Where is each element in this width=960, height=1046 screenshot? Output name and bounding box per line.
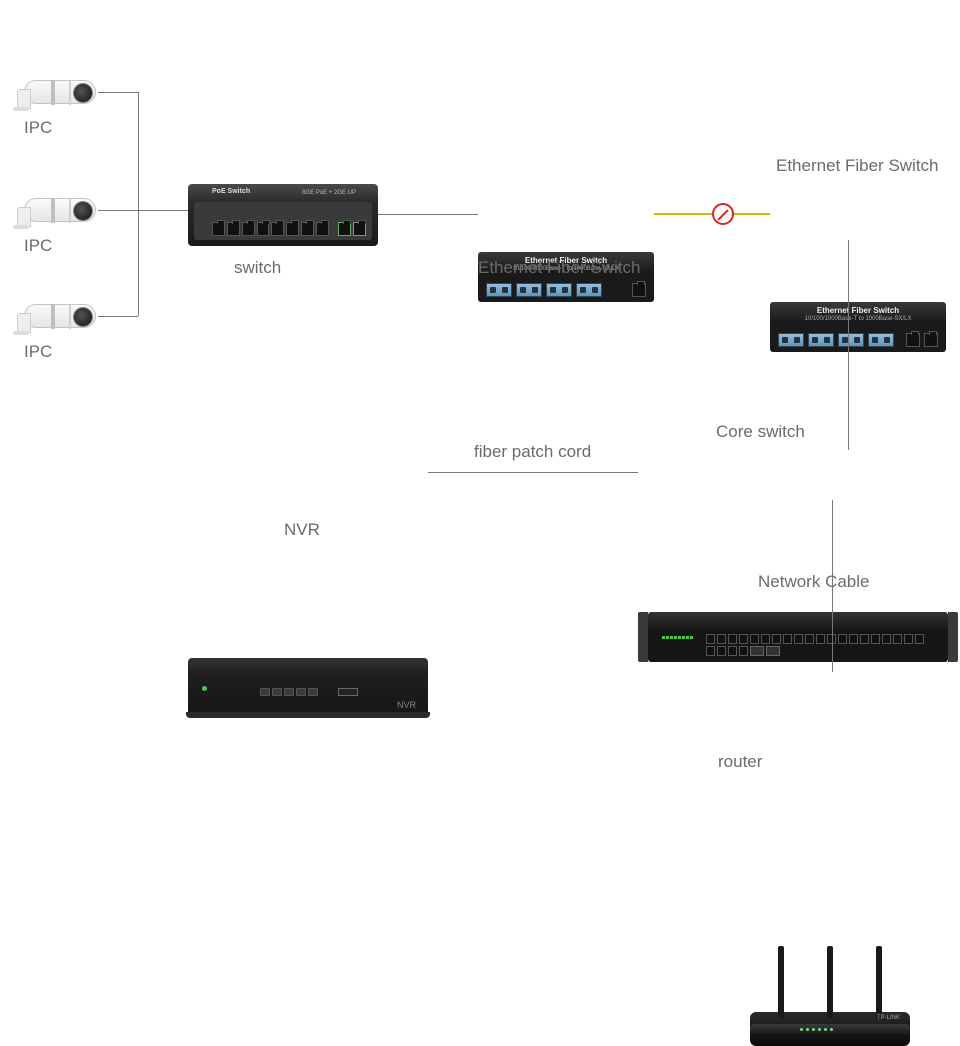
sfp-port-icon [808, 333, 834, 347]
fiber-switch-right-subtitle: 10/100/1000Base-T to 1000Base-SX/LX [770, 316, 946, 322]
ipc1-tap-line [98, 92, 138, 93]
rj45-port-icon [257, 222, 270, 236]
rj45-uplink-port-icon [353, 222, 366, 236]
rj45-port-icon [301, 222, 314, 236]
ipc3-tap-line [98, 316, 138, 317]
rj45-port-icon [706, 634, 715, 644]
rj45-port-icon [871, 634, 880, 644]
nvr-label: NVR [284, 520, 320, 540]
router-label: router [718, 752, 762, 772]
sfp-port-icon [576, 283, 602, 297]
rj45-port-icon [924, 333, 938, 347]
nvr: NVR [188, 658, 428, 714]
prohibited-icon [712, 203, 734, 225]
ip-camera-3 [24, 304, 96, 328]
rj45-port-icon [706, 646, 715, 656]
rj45-port-icon [271, 222, 284, 236]
nvr-badge: NVR [397, 700, 416, 710]
rj45-port-icon [783, 634, 792, 644]
antenna-icon [876, 946, 882, 1018]
rj45-port-icon [750, 634, 759, 644]
nvr-to-core-line [428, 472, 638, 473]
rj45-port-icon [794, 634, 803, 644]
core-to-router-label: Network Cable [758, 572, 870, 592]
fiber-switch-right-label: Ethernet Fiber Switch [776, 156, 939, 176]
antenna-icon [827, 946, 833, 1018]
rj45-port-icon [906, 333, 920, 347]
rj45-port-icon [286, 222, 299, 236]
sfp-port-icon [766, 646, 780, 656]
rj45-port-icon [772, 634, 781, 644]
ip-camera-2 [24, 198, 96, 222]
fiber-switch-right: Ethernet Fiber Switch 10/100/1000Base-T … [770, 302, 946, 352]
rj45-port-icon [904, 634, 913, 644]
core-switch-label: Core switch [716, 422, 805, 442]
sfp-port-icon [546, 283, 572, 297]
rj45-port-icon [805, 634, 814, 644]
sfp-port-icon [838, 333, 864, 347]
rj45-port-icon [717, 634, 726, 644]
power-led-icon [202, 686, 207, 691]
rj45-port-icon [316, 222, 329, 236]
rj45-port-icon [632, 283, 646, 297]
usb-port-icon [338, 688, 358, 696]
core-switch-brand-area [662, 618, 664, 624]
router-brand: TP-LINK [877, 1015, 900, 1021]
rj45-port-icon [227, 222, 240, 236]
wireless-router: TP-LINK [750, 1012, 910, 1046]
rj45-port-icon [838, 634, 847, 644]
ip-camera-1 [24, 80, 96, 104]
sfp-port-icon [778, 333, 804, 347]
rj45-port-icon [816, 634, 825, 644]
sfp-port-icon [750, 646, 764, 656]
core-switch [648, 612, 948, 662]
camera-lens-icon [73, 83, 93, 103]
rj45-port-icon [893, 634, 902, 644]
camera-lens-icon [73, 201, 93, 221]
poe-switch-label: switch [234, 258, 281, 278]
camera-lens-icon [73, 307, 93, 327]
rj45-port-icon [739, 634, 748, 644]
nvr-to-core-label: fiber patch cord [474, 442, 591, 462]
rj45-port-icon [717, 646, 726, 656]
sfp-port-icon [516, 283, 542, 297]
poe-switch-subtitle: 8GE PoE + 2GE UP [302, 190, 356, 196]
ipc2-label: IPC [24, 236, 52, 256]
rj45-port-icon [242, 222, 255, 236]
rj45-port-icon [915, 634, 924, 644]
ipc2-tap-line [98, 210, 138, 211]
poe-switch-title: PoE Switch [212, 188, 250, 195]
sfp-port-icon [868, 333, 894, 347]
rj45-port-icon [728, 634, 737, 644]
rj45-port-icon [849, 634, 858, 644]
bus-to-poe-line [138, 210, 188, 211]
rj45-port-icon [882, 634, 891, 644]
rj45-port-icon [860, 634, 869, 644]
sfp-port-icon [486, 283, 512, 297]
poe-to-fiber-line [378, 214, 478, 215]
rj45-port-icon [728, 646, 737, 656]
poe-switch: PoE Switch 8GE PoE + 2GE UP [188, 184, 378, 246]
ipc3-label: IPC [24, 342, 52, 362]
ipc1-label: IPC [24, 118, 52, 138]
fiber-switch-left-label: Ethernet Fiber Switch [478, 258, 641, 278]
fiberR-to-core-line [848, 240, 849, 450]
antenna-icon [778, 946, 784, 1018]
fiber-switch-right-title: Ethernet Fiber Switch [770, 306, 946, 315]
ipc-bus-line [138, 92, 139, 316]
rj45-port-icon [212, 222, 225, 236]
rj45-port-icon [761, 634, 770, 644]
rj45-uplink-port-icon [338, 222, 351, 236]
rj45-port-icon [739, 646, 748, 656]
